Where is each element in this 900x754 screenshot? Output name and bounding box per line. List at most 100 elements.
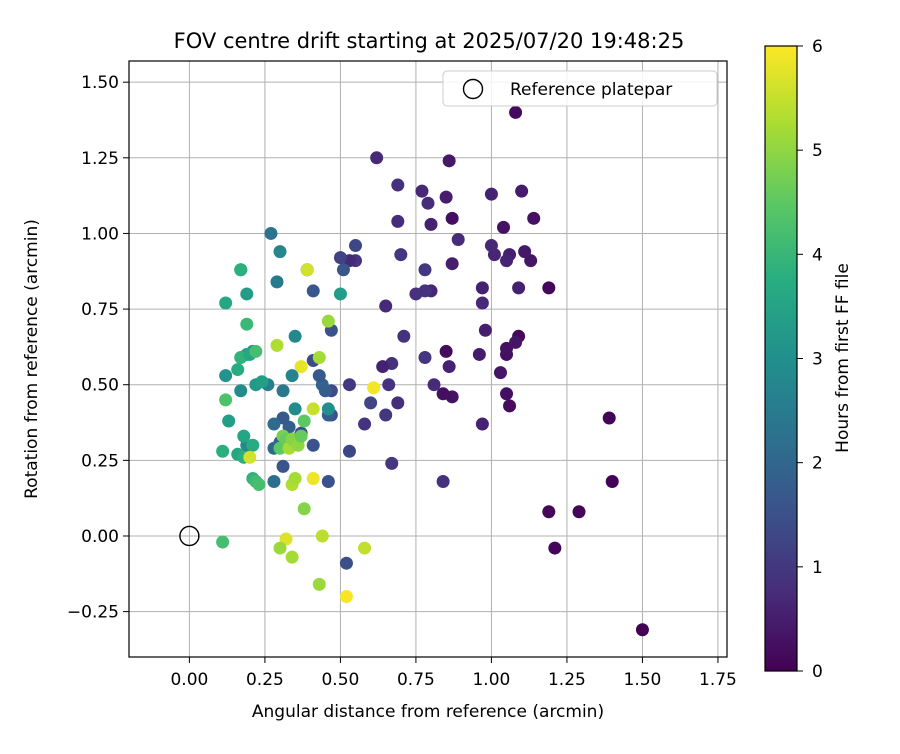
data-point — [397, 329, 411, 343]
data-point — [264, 226, 278, 240]
y-tick-label: 0.25 — [81, 451, 119, 471]
data-point — [349, 239, 363, 253]
data-point — [605, 475, 619, 489]
y-tick-label: 1.00 — [81, 224, 119, 244]
data-point — [252, 478, 266, 492]
data-point — [240, 317, 254, 331]
data-point — [339, 556, 353, 570]
data-point — [288, 402, 302, 416]
data-point — [478, 323, 492, 337]
colorbar-tick-labels: 0 1 2 3 4 5 6 — [797, 37, 823, 682]
data-point — [315, 529, 329, 543]
x-tick-labels: 0.00 0.25 0.50 0.75 1.00 1.25 1.50 1.75 — [170, 657, 737, 690]
data-point — [339, 589, 353, 603]
data-point — [297, 502, 311, 516]
y-tick-label: −0.25 — [67, 603, 119, 623]
y-tick-labels: −0.25 0.00 0.25 0.50 0.75 1.00 1.25 1.50 — [67, 73, 129, 623]
data-point — [439, 344, 453, 358]
legend-reference-marker — [462, 78, 484, 100]
data-point — [445, 257, 459, 271]
data-point — [509, 335, 523, 349]
x-axis-label: Angular distance from reference (arcmin) — [252, 702, 604, 722]
data-point — [391, 396, 405, 410]
data-point — [321, 314, 335, 328]
data-point — [367, 381, 381, 395]
data-point — [493, 366, 507, 380]
data-point — [342, 444, 356, 458]
colorbar-tick-label: 5 — [812, 141, 823, 161]
data-point — [255, 375, 269, 389]
data-point — [294, 360, 308, 374]
data-point — [418, 350, 432, 364]
data-point — [379, 299, 393, 313]
data-point — [358, 417, 372, 431]
data-point — [518, 245, 532, 259]
data-point — [249, 344, 263, 358]
data-point — [321, 475, 335, 489]
data-point — [219, 369, 233, 383]
data-point — [267, 417, 281, 431]
x-tick-label: 0.00 — [170, 670, 208, 690]
data-point — [276, 384, 290, 398]
data-point — [294, 429, 308, 443]
data-point — [500, 387, 514, 401]
x-tick-label: 1.50 — [624, 670, 662, 690]
colorbar-scale — [764, 45, 798, 672]
data-point — [436, 475, 450, 489]
data-point — [306, 472, 320, 486]
data-point — [509, 105, 523, 119]
data-point — [475, 281, 489, 295]
data-point — [285, 550, 299, 564]
data-point — [382, 378, 396, 392]
data-point — [246, 438, 260, 452]
data-points — [216, 105, 649, 637]
data-point — [288, 329, 302, 343]
data-point — [216, 444, 230, 458]
reference-platepar-marker — [179, 525, 200, 547]
data-point — [602, 411, 616, 425]
data-point — [312, 577, 326, 591]
data-point — [240, 287, 254, 301]
y-tick-label: 0.75 — [81, 300, 119, 320]
data-point — [297, 414, 311, 428]
data-point — [216, 535, 230, 549]
data-point — [321, 402, 335, 416]
colorbar-tick-label: 4 — [812, 245, 823, 265]
y-tick-label: 0.50 — [81, 376, 119, 396]
colorbar-tick-label: 0 — [812, 662, 823, 682]
x-tick-label: 0.75 — [397, 670, 435, 690]
data-point — [364, 396, 378, 410]
data-point — [370, 151, 384, 165]
data-point — [231, 363, 245, 377]
data-point — [391, 178, 405, 192]
x-tick-label: 1.75 — [699, 670, 737, 690]
x-tick-label: 0.50 — [321, 670, 359, 690]
data-point — [391, 214, 405, 228]
data-point — [421, 196, 435, 210]
data-point — [475, 417, 489, 431]
colorbar: 0 1 2 3 4 5 6 Hours from first FF file — [764, 37, 853, 682]
y-tick-label: 0.00 — [81, 527, 119, 547]
data-point — [288, 472, 302, 486]
data-point — [472, 347, 486, 361]
data-point — [527, 211, 541, 225]
legend-reference-label: Reference platepar — [510, 80, 672, 100]
data-point — [409, 287, 423, 301]
colorbar-tick-label: 1 — [812, 558, 823, 578]
data-point — [394, 248, 408, 262]
data-point — [442, 360, 456, 374]
y-tick-label: 1.50 — [81, 73, 119, 93]
data-point — [234, 263, 248, 277]
data-point — [270, 338, 284, 352]
data-point — [503, 399, 517, 413]
data-point — [542, 281, 556, 295]
data-point — [312, 369, 326, 383]
y-tick-label: 1.25 — [81, 149, 119, 169]
data-point — [436, 387, 450, 401]
data-point — [475, 296, 489, 310]
plot-frame — [128, 60, 728, 658]
data-point — [451, 232, 465, 246]
data-point — [376, 360, 390, 374]
